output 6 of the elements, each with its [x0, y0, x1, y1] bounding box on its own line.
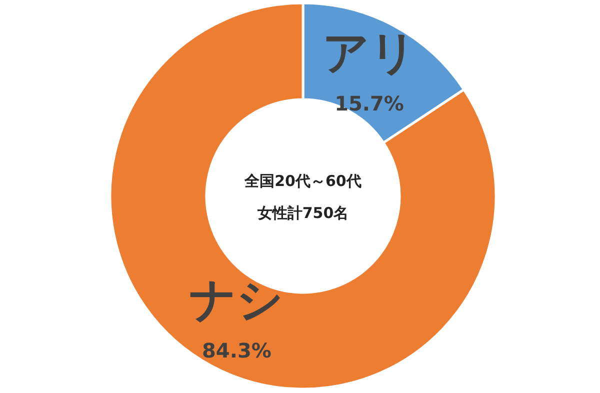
- text: 全国20代～60代: [244, 172, 362, 190]
- slice-label: ナシ: [190, 272, 284, 326]
- slice-label: アリ: [322, 26, 416, 80]
- data-label: 84.3%: [202, 338, 272, 362]
- data-label: 15.7%: [334, 92, 404, 116]
- text: 女性計750名: [256, 204, 349, 222]
